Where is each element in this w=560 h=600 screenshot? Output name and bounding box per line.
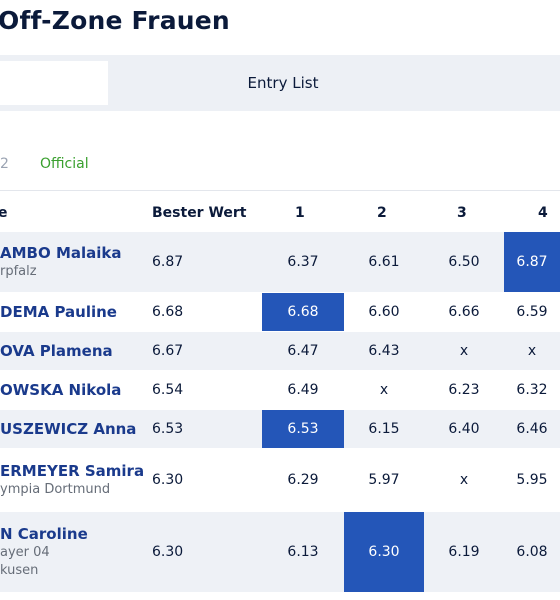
athlete-name[interactable]: OVA Plamena xyxy=(0,342,113,360)
best-value: 6.30 xyxy=(152,472,184,488)
attempt-1-cell: 6.49 xyxy=(287,382,319,398)
athlete-name[interactable]: N Caroline xyxy=(0,525,88,543)
best-value: 6.30 xyxy=(152,544,184,560)
attempt-2-cell: 6.60 xyxy=(368,304,400,320)
attempt-4-cell: x xyxy=(527,343,537,359)
table-row[interactable]: N Caroline ayer 04 kusen 6.30 6.13 6.30 6.19 6.… xyxy=(0,512,560,592)
attempt-3-cell: x xyxy=(459,472,469,488)
header-name: e xyxy=(0,205,8,221)
best-value: 6.87 xyxy=(152,254,184,270)
best-value: 6.68 xyxy=(152,304,184,320)
attempt-1-cell: 6.13 xyxy=(287,544,319,560)
table-row[interactable]: DEMA Pauline 6.68 6.68 6.60 6.66 6.59 xyxy=(0,293,560,331)
attempt-3-cell: 6.66 xyxy=(448,304,480,320)
athlete-club: kusen xyxy=(0,563,39,578)
page-title: Off-Zone Frauen xyxy=(0,6,230,35)
attempt-3-cell: x xyxy=(459,343,469,359)
tab-entry-list[interactable]: Entry List xyxy=(247,74,319,92)
divider xyxy=(0,190,560,191)
attempt-4-cell: 6.46 xyxy=(516,421,548,437)
attempt-2-cell: x xyxy=(379,382,389,398)
attempt-3-cell: 6.50 xyxy=(448,254,480,270)
athlete-name[interactable]: ERMEYER Samira xyxy=(0,462,145,480)
attempt-1-cell: 6.53 xyxy=(262,410,344,448)
attempt-3-cell: 6.40 xyxy=(448,421,480,437)
attempt-4-cell: 5.95 xyxy=(516,472,548,488)
table-row[interactable]: OVA Plamena 6.67 6.47 6.43 x x xyxy=(0,332,560,370)
attempt-4-cell: 6.87 xyxy=(504,232,560,292)
best-value: 6.54 xyxy=(152,382,184,398)
tab-bar: Entry List xyxy=(0,55,560,111)
attempt-1-cell: 6.47 xyxy=(287,343,319,359)
table-header: e Bester Wert 1 2 3 4 xyxy=(0,195,560,231)
attempt-2-cell: 6.43 xyxy=(368,343,400,359)
attempt-4-cell: 6.59 xyxy=(516,304,548,320)
attempt-2-cell: 6.30 xyxy=(344,512,424,592)
attempt-1-cell: 6.37 xyxy=(287,254,319,270)
attempt-3-cell: 6.23 xyxy=(448,382,480,398)
table-row[interactable]: OWSKA Nikola 6.54 6.49 x 6.23 6.32 xyxy=(0,371,560,409)
header-best: Bester Wert xyxy=(152,205,247,221)
header-attempt-1: 1 xyxy=(295,205,305,221)
attempt-2-cell: 5.97 xyxy=(368,472,400,488)
table-row[interactable]: ERMEYER Samira ympia Dortmund 6.30 6.29 5.97… xyxy=(0,450,560,510)
athlete-name[interactable]: OWSKA Nikola xyxy=(0,381,122,399)
table-row[interactable]: USZEWICZ Anna 6.53 6.53 6.15 6.40 6.46 xyxy=(0,410,560,448)
attempt-4-cell: 6.08 xyxy=(516,544,548,560)
table-row[interactable]: AMBO Malaika rpfalz 6.87 6.37 6.61 6.50 6.87 xyxy=(0,232,560,292)
tab-active[interactable] xyxy=(0,61,108,105)
athlete-name[interactable]: DEMA Pauline xyxy=(0,303,117,321)
header-attempt-4: 4 xyxy=(538,205,548,221)
attempt-1-cell: 6.29 xyxy=(287,472,319,488)
attempt-2-cell: 6.61 xyxy=(368,254,400,270)
athlete-club: rpfalz xyxy=(0,264,37,279)
attempt-4-cell: 6.32 xyxy=(516,382,548,398)
attempt-1-cell: 6.68 xyxy=(262,293,344,331)
round-indicator[interactable]: 2 xyxy=(0,156,9,172)
header-attempt-2: 2 xyxy=(377,205,387,221)
attempt-2-cell: 6.15 xyxy=(368,421,400,437)
athlete-club: ayer 04 xyxy=(0,545,50,560)
athlete-club: ympia Dortmund xyxy=(0,482,111,497)
official-status: Official xyxy=(40,156,89,172)
header-attempt-3: 3 xyxy=(457,205,467,221)
best-value: 6.67 xyxy=(152,343,184,359)
athlete-name[interactable]: AMBO Malaika xyxy=(0,244,122,262)
athlete-name[interactable]: USZEWICZ Anna xyxy=(0,420,137,438)
attempt-3-cell: 6.19 xyxy=(448,544,480,560)
best-value: 6.53 xyxy=(152,421,184,437)
